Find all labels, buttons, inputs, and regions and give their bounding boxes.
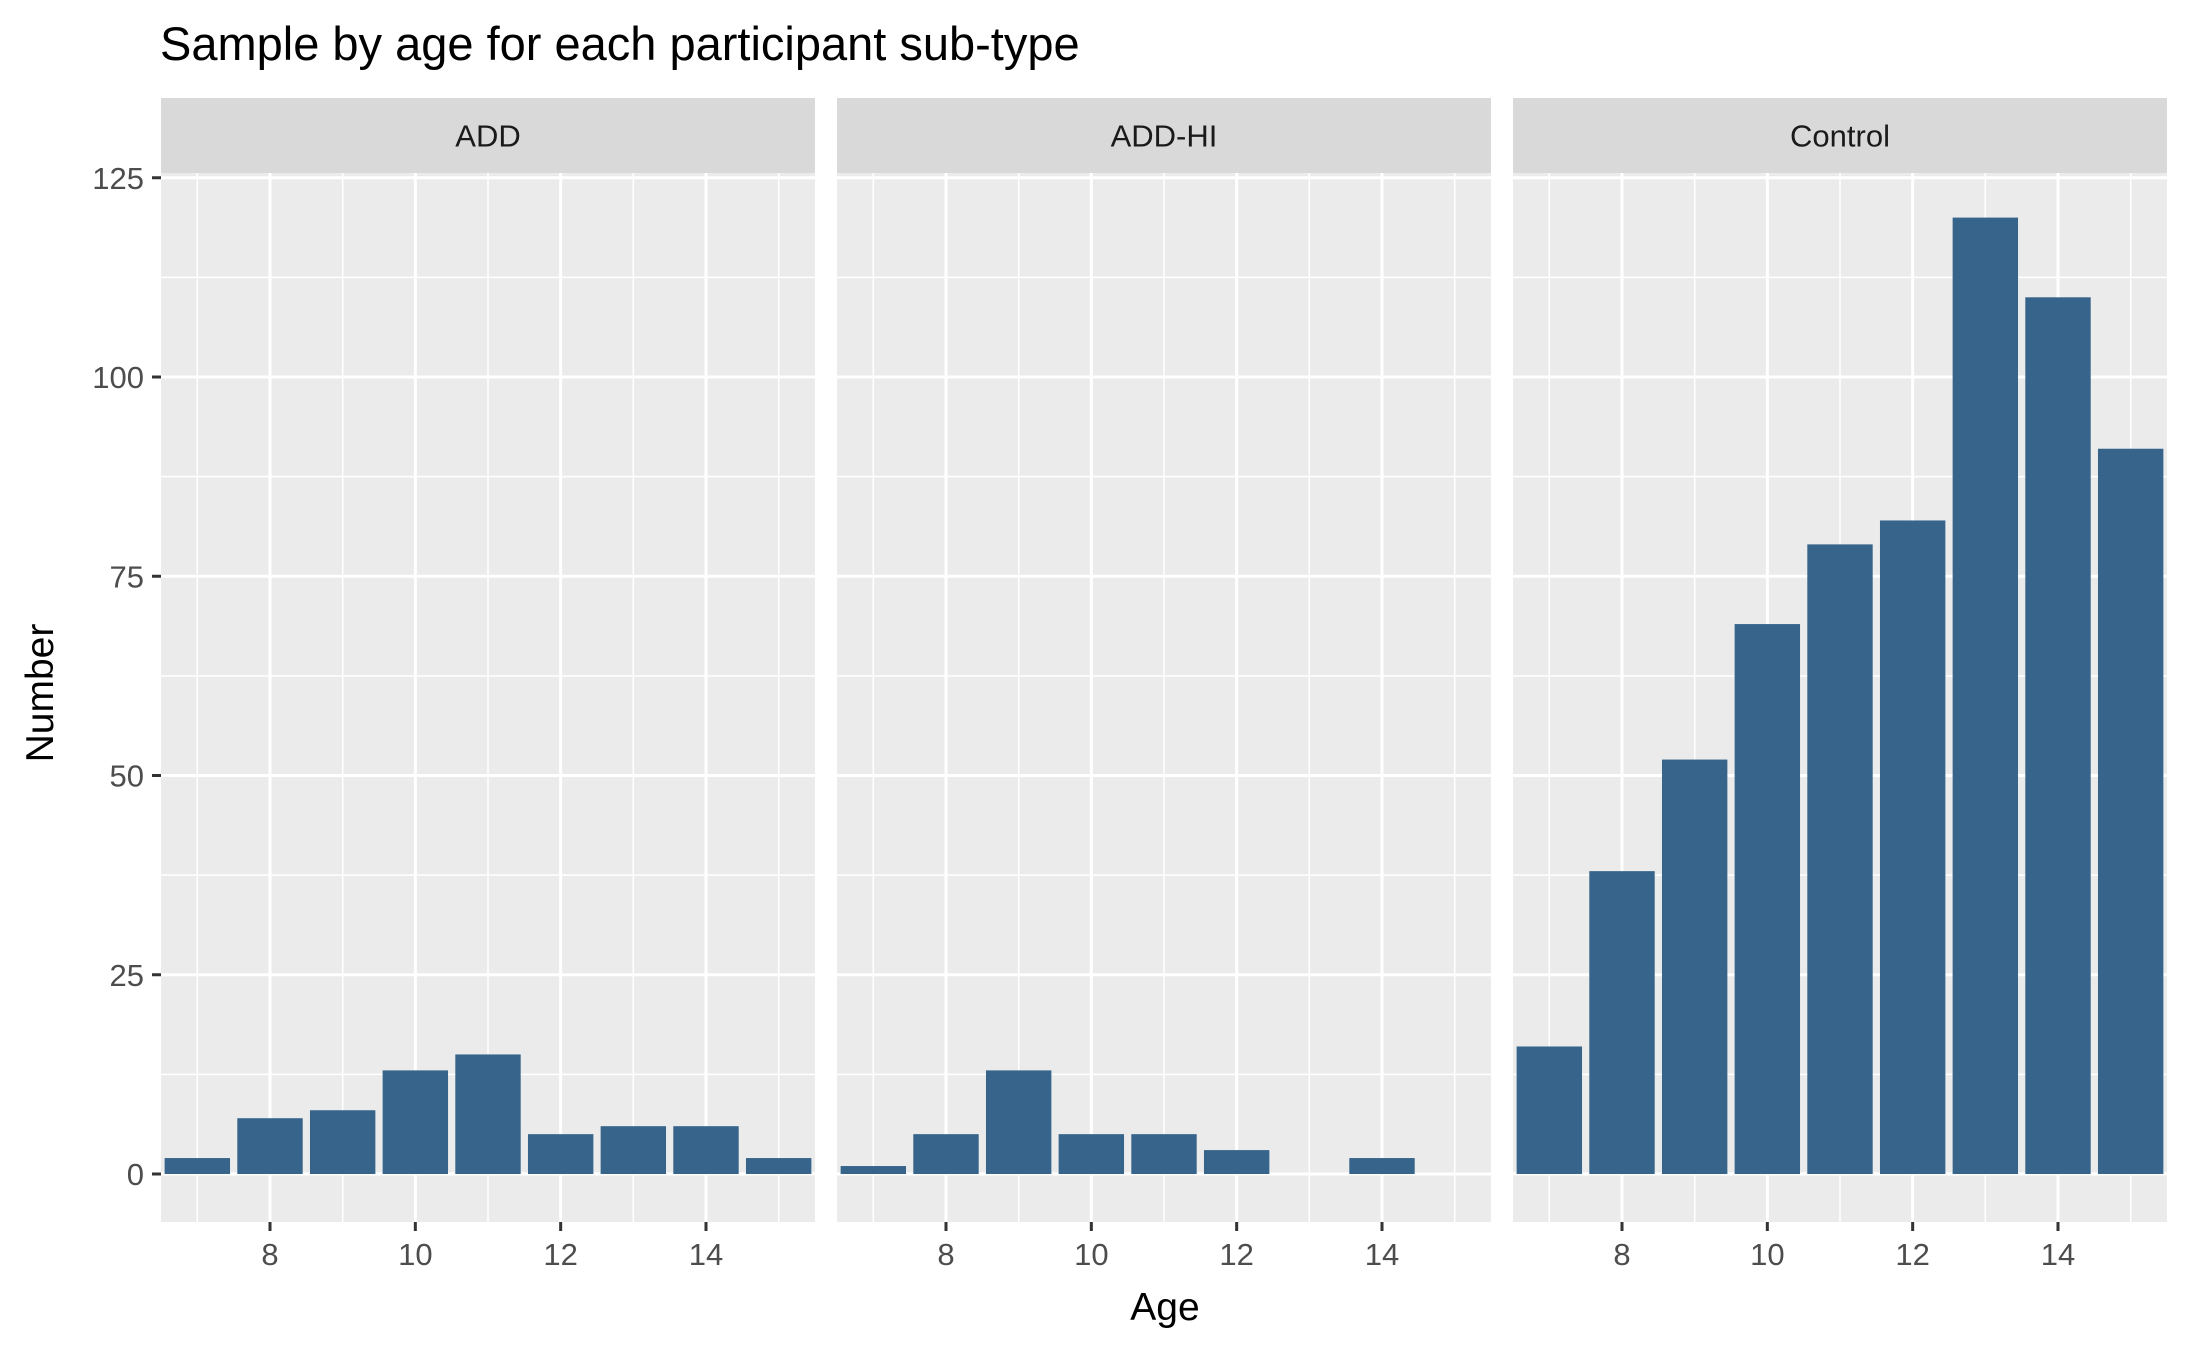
bar-add-hi-age-12 <box>1203 1150 1270 1174</box>
x-tick-label: 14 <box>1365 1237 1399 1272</box>
y-axis-title: Number <box>19 624 62 763</box>
x-tick-label: 10 <box>398 1237 432 1272</box>
bar-control-age-13 <box>1952 217 2019 1175</box>
bar-add-hi-age-8 <box>913 1134 979 1174</box>
x-axis-title: Age <box>1130 1286 1199 1329</box>
x-tick-label: 8 <box>937 1237 954 1272</box>
x-tick-label: 12 <box>1895 1237 1929 1272</box>
y-tick-label: 50 <box>110 759 144 794</box>
bar-add-age-15 <box>745 1158 812 1174</box>
bar-control-age-12 <box>1879 520 1946 1174</box>
facet-strip <box>161 98 815 173</box>
facet-strip <box>837 98 1491 173</box>
x-tick-label: 8 <box>261 1237 278 1272</box>
x-axes: 8 10 12 14 8 10 12 14 8 10 12 14 <box>261 1222 2075 1272</box>
y-axis: 0 25 50 75 100 125 <box>92 161 161 1192</box>
y-tick-label: 0 <box>127 1157 144 1192</box>
bar-control-age-7 <box>1516 1046 1583 1174</box>
y-tick-label: 25 <box>110 958 144 993</box>
x-tick-label: 14 <box>2041 1237 2075 1272</box>
bar-add-hi-age-10 <box>1058 1134 1125 1174</box>
facet-strip <box>1513 98 2167 173</box>
bar-add-age-11 <box>455 1054 521 1174</box>
bar-add-age-8 <box>237 1118 303 1174</box>
facet-panels: ADD ADD-HI Control <box>161 98 2167 1222</box>
bar-control-age-14 <box>2025 297 2091 1174</box>
bar-add-hi-age-9 <box>985 1070 1052 1174</box>
facet-panel-add: ADD <box>161 98 815 1222</box>
x-tick-label: 12 <box>1219 1237 1253 1272</box>
bar-add-hi-age-11 <box>1131 1134 1197 1174</box>
x-tick-label: 12 <box>543 1237 577 1272</box>
bar-add-age-7 <box>164 1158 231 1174</box>
bar-control-age-8 <box>1589 871 1655 1174</box>
x-tick-label: 8 <box>1613 1237 1630 1272</box>
bar-control-age-15 <box>2097 448 2164 1175</box>
bar-add-hi-age-14 <box>1349 1158 1415 1174</box>
bar-control-age-11 <box>1807 544 1873 1174</box>
facet-strip-label: ADD <box>455 119 520 154</box>
bar-add-age-13 <box>600 1126 667 1174</box>
x-tick-label: 10 <box>1074 1237 1108 1272</box>
x-tick-label: 10 <box>1750 1237 1784 1272</box>
y-tick-label: 125 <box>92 161 144 196</box>
bar-add-age-10 <box>382 1070 449 1174</box>
bar-add-age-12 <box>527 1134 594 1174</box>
bar-add-hi-age-7 <box>840 1166 907 1174</box>
facet-panel-control: Control <box>1513 98 2167 1222</box>
chart-title: Sample by age for each participant sub-t… <box>160 17 1080 70</box>
facet-strip-label: Control <box>1790 119 1890 154</box>
bar-add-age-14 <box>673 1126 739 1174</box>
y-tick-label: 75 <box>110 559 144 594</box>
y-tick-label: 100 <box>92 360 144 395</box>
bar-control-age-10 <box>1734 624 1801 1174</box>
bar-control-age-9 <box>1661 759 1728 1174</box>
x-tick-label: 14 <box>689 1237 723 1272</box>
bar-add-age-9 <box>309 1110 376 1174</box>
facet-panel-add-hi: ADD-HI <box>837 98 1491 1222</box>
facet-strip-label: ADD-HI <box>1111 119 1218 154</box>
